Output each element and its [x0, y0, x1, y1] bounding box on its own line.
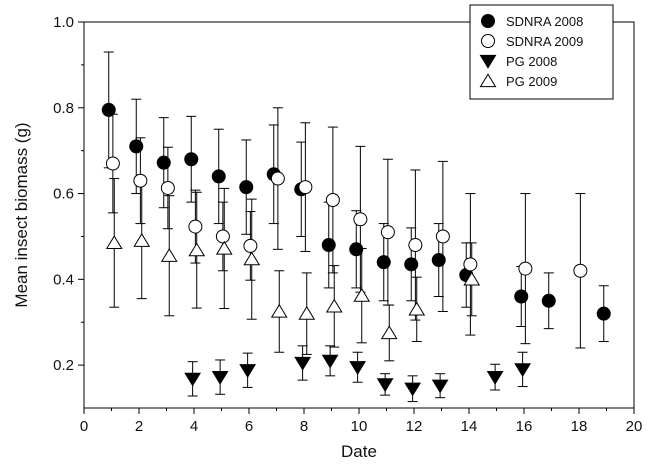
y-tick-label: 1.0 — [53, 14, 74, 31]
point-sdnra-2009 — [160, 180, 175, 195]
point-pg-2008 — [404, 382, 422, 397]
legend-marker-pg-2009 — [479, 73, 497, 88]
point-sdnra-2008 — [376, 255, 391, 270]
data-points — [101, 102, 611, 397]
point-pg-2009 — [270, 303, 288, 318]
point-pg-2008 — [239, 364, 257, 378]
point-sdnra-2008 — [541, 293, 556, 308]
point-pg-2009 — [380, 325, 398, 340]
point-pg-2009 — [243, 251, 261, 266]
x-tick-label: 20 — [626, 418, 643, 435]
legend-label-pg-2008: PG 2008 — [506, 54, 557, 69]
legend-marker-pg-2008 — [479, 54, 497, 69]
point-sdnra-2009 — [573, 263, 588, 278]
point-pg-2008 — [294, 356, 312, 371]
axes: Date Mean insect biomass (g) 0 2 4 6 8 10 12 14… — [12, 14, 642, 461]
y-tick-label: 0.2 — [53, 357, 74, 374]
x-tick-label: 12 — [406, 418, 423, 435]
point-pg-2009 — [463, 271, 481, 286]
point-pg-2009 — [133, 233, 151, 247]
point-pg-2008 — [514, 363, 532, 378]
point-sdnra-2008 — [101, 102, 116, 117]
point-pg-2009 — [325, 298, 343, 313]
point-pg-2008 — [431, 379, 449, 394]
point-pg-2008 — [184, 372, 202, 387]
point-sdnra-2008 — [404, 257, 419, 272]
x-tick-label: 14 — [461, 418, 478, 435]
x-tick-label: 8 — [300, 418, 308, 435]
point-sdnra-2008 — [321, 238, 336, 253]
point-sdnra-2009 — [270, 171, 285, 186]
x-axis-title: Date — [341, 442, 377, 461]
point-sdnra-2008 — [184, 152, 199, 167]
point-sdnra-2008 — [156, 155, 171, 170]
point-pg-2009 — [160, 248, 178, 262]
point-sdnra-2009 — [518, 261, 533, 276]
x-tick-label: 0 — [80, 418, 88, 435]
point-pg-2008 — [349, 361, 367, 375]
legend-marker-sdnra-2008 — [481, 14, 495, 28]
point-sdnra-2009 — [188, 219, 203, 234]
legend-label-sdnra-2009: SDNRA 2009 — [506, 34, 583, 49]
point-pg-2009 — [298, 305, 316, 320]
point-sdnra-2009 — [325, 192, 340, 207]
legend-label-sdnra-2008: SDNRA 2008 — [506, 14, 583, 29]
point-pg-2008 — [486, 370, 504, 385]
point-sdnra-2008 — [514, 289, 529, 304]
point-sdnra-2009 — [215, 229, 230, 244]
point-sdnra-2009 — [380, 225, 395, 240]
x-tick-label: 2 — [135, 418, 143, 435]
x-tick-label: 18 — [571, 418, 588, 435]
x-tick-label: 4 — [190, 418, 198, 435]
point-pg-2008 — [211, 370, 229, 385]
y-tick-label: 0.8 — [53, 100, 74, 117]
legend: SDNRA 2008 SDNRA 2009 PG 2008 PG 2009 — [469, 4, 614, 100]
point-sdnra-2009 — [408, 238, 423, 253]
x-tick-label: 6 — [245, 418, 253, 435]
y-tick-label: 0.4 — [53, 271, 74, 288]
point-pg-2009 — [215, 240, 233, 255]
point-sdnra-2008 — [239, 180, 254, 195]
legend-label-pg-2009: PG 2009 — [506, 74, 557, 89]
point-sdnra-2008 — [349, 242, 364, 257]
y-axis-title: Mean insect biomass (g) — [12, 122, 31, 307]
point-pg-2009 — [105, 235, 123, 250]
x-tick-label: 16 — [516, 418, 533, 435]
point-pg-2008 — [376, 378, 394, 393]
legend-marker-sdnra-2009 — [481, 34, 495, 48]
point-sdnra-2009 — [463, 257, 478, 272]
point-pg-2009 — [408, 301, 426, 316]
point-sdnra-2009 — [105, 156, 120, 171]
point-sdnra-2008 — [431, 253, 446, 268]
point-sdnra-2009 — [353, 212, 368, 227]
point-sdnra-2009 — [133, 173, 148, 188]
point-pg-2009 — [188, 242, 206, 257]
plot-layer — [101, 51, 611, 403]
y-tick-label: 0.6 — [53, 186, 74, 203]
point-sdnra-2008 — [211, 169, 226, 184]
x-tick-label: 10 — [351, 418, 368, 435]
point-sdnra-2009 — [435, 229, 450, 244]
error-bars — [103, 51, 609, 403]
point-pg-2008 — [321, 354, 339, 369]
point-sdnra-2008 — [596, 306, 611, 321]
point-pg-2009 — [353, 287, 371, 302]
point-sdnra-2009 — [243, 238, 258, 253]
point-sdnra-2008 — [129, 139, 144, 154]
point-sdnra-2009 — [298, 180, 313, 195]
